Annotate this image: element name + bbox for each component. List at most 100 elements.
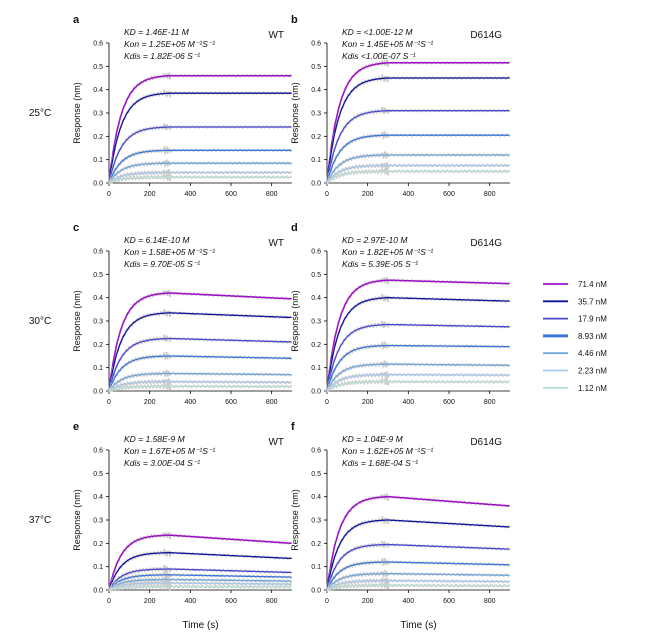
x-tick-label: 200 [362, 191, 374, 198]
fit-curve-1 [108, 312, 292, 392]
x-tick-label: 600 [225, 598, 237, 605]
y-tick-label: 0.1 [93, 365, 103, 372]
kdis-value: Kdis = 1.82E-06 S⁻¹ [124, 51, 200, 61]
x-axis-label: Time (s) [182, 620, 218, 631]
y-tick-label: 0.4 [93, 87, 103, 94]
y-tick-label: 0.1 [311, 564, 321, 571]
legend-label: 35.7 nM [578, 297, 607, 306]
x-tick-label: 800 [484, 399, 496, 406]
y-tick-label: 0.1 [311, 157, 321, 164]
y-tick-label: 0.5 [93, 471, 103, 478]
fit-curve-0 [326, 495, 510, 591]
y-tick-label: 0.2 [93, 134, 103, 141]
fit-curve-0 [108, 74, 292, 184]
x-tick-label: 600 [225, 191, 237, 198]
kon-value: Kon = 1.82E+05 M⁻¹S⁻¹ [342, 247, 433, 257]
fit-curve-4 [108, 162, 292, 184]
fit-curve-5 [108, 582, 292, 591]
fit-curve-5 [108, 171, 292, 184]
kdis-value: Kdis = 3.00E-04 S⁻¹ [124, 458, 200, 468]
variant-label: WT [268, 30, 284, 41]
fit-curve-4 [326, 573, 510, 591]
fit-curve-0 [108, 534, 292, 591]
kon-value: Kon = 1.58E+05 M⁻¹S⁻¹ [124, 247, 215, 257]
y-axis-label: Response (nm) [290, 489, 300, 551]
fit-curve-1 [108, 92, 292, 184]
x-tick-label: 600 [443, 598, 455, 605]
y-tick-label: 0.6 [93, 448, 103, 455]
x-tick-label: 0 [107, 191, 111, 198]
kd-value: KD = 2.97E-10 M [342, 235, 408, 245]
fit-curve-5 [326, 374, 510, 392]
y-tick-label: 0.1 [93, 564, 103, 571]
y-tick-label: 0.3 [93, 319, 103, 326]
panel-c: 0.0 0.1 0.2 0.3 0.4 0.5 0.6 0 200 400 600 800 Respon… [72, 222, 293, 406]
x-tick-label: 0 [325, 191, 329, 198]
variant-label: D614G [470, 30, 502, 41]
fit-curve-3 [108, 574, 292, 591]
y-tick-label: 0.3 [311, 111, 321, 118]
kon-value: Kon = 1.45E+05 M⁻¹S⁻¹ [342, 39, 433, 49]
y-tick-label: 0.6 [93, 249, 103, 256]
fit-curve-0 [326, 62, 510, 184]
x-tick-label: 800 [266, 399, 278, 406]
variant-label: WT [268, 437, 284, 448]
fit-curve-4 [108, 372, 292, 392]
y-tick-label: 0.0 [93, 389, 103, 396]
fit-curve-4 [326, 363, 510, 392]
raw-trace-6 [108, 380, 292, 393]
x-tick-label: 0 [325, 399, 329, 406]
y-tick-label: 0.3 [93, 518, 103, 525]
kon-value: Kon = 1.67E+05 M⁻¹S⁻¹ [124, 446, 215, 456]
fit-curve-6 [326, 584, 510, 591]
y-tick-label: 0.6 [311, 249, 321, 256]
fit-curve-6 [108, 385, 292, 392]
kon-value: Kon = 1.62E+05 M⁻¹S⁻¹ [342, 446, 433, 456]
fit-curve-6 [108, 176, 292, 184]
panel-letter: a [73, 14, 80, 26]
panel-letter: d [291, 222, 298, 234]
kdis-value: Kdis = 1.68E-04 S⁻¹ [342, 458, 418, 468]
x-tick-label: 400 [402, 399, 414, 406]
y-tick-label: 0.1 [93, 157, 103, 164]
panel-f: 0.0 0.1 0.2 0.3 0.4 0.5 0.6 0 200 400 600 800 Respon… [290, 421, 511, 631]
y-tick-label: 0.3 [93, 111, 103, 118]
y-tick-label: 0.0 [311, 181, 321, 188]
fit-curve-3 [108, 149, 292, 184]
y-tick-label: 0.0 [311, 389, 321, 396]
fit-curve-4 [108, 578, 292, 591]
kon-value: Kon = 1.25E+05 M⁻¹S⁻¹ [124, 39, 215, 49]
x-tick-label: 200 [144, 191, 156, 198]
fit-curve-5 [326, 580, 510, 591]
x-tick-label: 400 [184, 399, 196, 406]
y-tick-label: 0.4 [311, 87, 321, 94]
x-tick-label: 800 [484, 598, 496, 605]
fit-curve-2 [326, 110, 510, 184]
legend-label: 4.46 nM [578, 349, 607, 358]
y-tick-label: 0.5 [311, 272, 321, 279]
legend-label: 17.9 nM [578, 315, 607, 324]
panel-d: 0.0 0.1 0.2 0.3 0.4 0.5 0.6 0 200 400 600 800 Respon… [290, 222, 511, 406]
panel-letter: e [73, 421, 79, 433]
x-tick-label: 400 [184, 598, 196, 605]
panel-letter: b [291, 14, 298, 26]
y-tick-label: 0.3 [311, 319, 321, 326]
legend-label: 1.12 nM [578, 384, 607, 393]
fit-curve-3 [326, 561, 510, 591]
fit-curve-6 [326, 381, 510, 392]
fit-curve-5 [108, 381, 292, 392]
y-tick-label: 0.4 [93, 494, 103, 501]
fit-curve-2 [326, 543, 510, 591]
kd-value: KD = 1.58E-9 M [124, 434, 186, 444]
y-tick-label: 0.5 [93, 64, 103, 71]
y-tick-label: 0.6 [311, 41, 321, 48]
raw-trace-1 [108, 89, 293, 182]
legend-label: 71.4 nM [578, 280, 607, 289]
fit-curve-1 [326, 77, 510, 184]
x-tick-label: 800 [266, 598, 278, 605]
y-tick-label: 0.2 [311, 134, 321, 141]
fit-curve-2 [108, 126, 292, 184]
y-tick-label: 0.2 [311, 342, 321, 349]
x-tick-label: 0 [325, 598, 329, 605]
